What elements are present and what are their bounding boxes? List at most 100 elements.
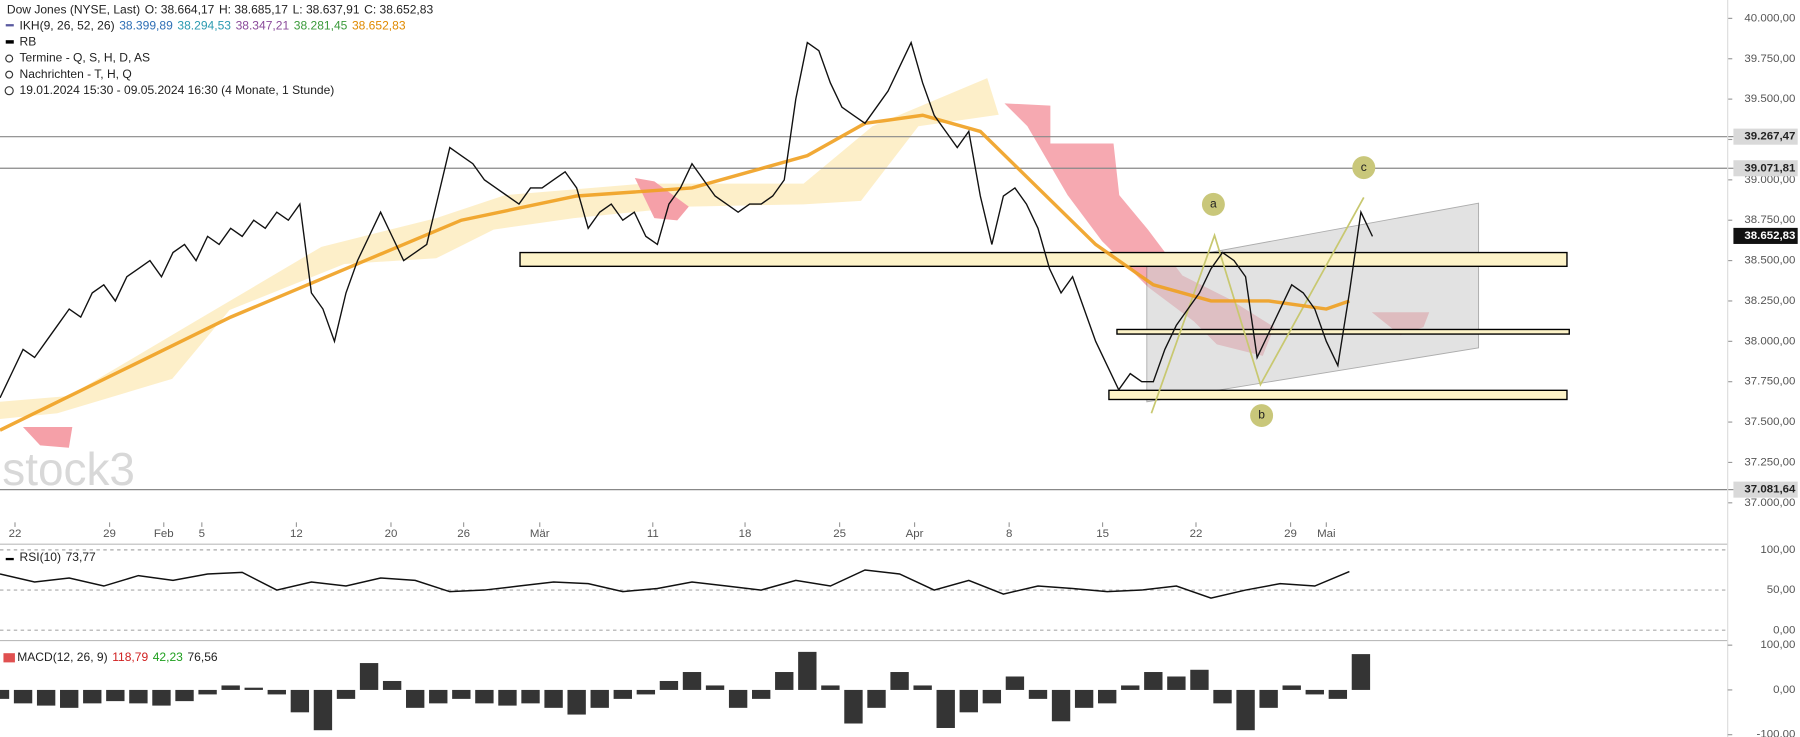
histogram-bar [475, 689, 494, 704]
x-tick-label: 29 [103, 528, 116, 540]
rsi-line [0, 569, 1350, 599]
histogram-bar [83, 689, 102, 704]
ikh-value: 38.347,21 [236, 19, 290, 33]
icon [4, 86, 14, 96]
histogram-bar [798, 651, 817, 690]
ikh-value: 38.294,53 [177, 19, 231, 33]
histogram-bar [359, 663, 379, 690]
histogram-bar [844, 689, 863, 724]
histogram-bar [982, 689, 1002, 704]
histogram-bar [452, 689, 471, 699]
histogram-bar [890, 672, 909, 690]
histogram-bar [1051, 689, 1071, 722]
y-tick-label: 50,00 [1767, 584, 1796, 596]
histogram-bar [613, 689, 632, 699]
cloud [634, 177, 689, 221]
cloud [0, 78, 999, 420]
range: 19.01.2024 15:30 - 09.05.2024 16:30 (4 M… [20, 83, 335, 97]
last-price-tag [1733, 227, 1798, 244]
y-tick-label: 100,00 [1760, 544, 1795, 556]
macd-legend: MACD(12, 26, 9) 118,79 42,23 76,56 [17, 650, 218, 664]
level-tag [1733, 128, 1798, 145]
histogram-bar [129, 689, 148, 704]
histogram-bar [1098, 689, 1117, 704]
x-tick-label: 12 [290, 528, 303, 540]
header-line: IKH(9, 26, 52, 26) 38.399,89 38.294,53 38.3… [20, 19, 406, 33]
y-tick-label: 39.750,00 [1744, 53, 1795, 65]
histogram-bar [1213, 689, 1232, 704]
annotation: a [1210, 197, 1217, 211]
y-tick-label: 0,00 [1773, 624, 1795, 636]
histogram-bar [705, 685, 725, 690]
ohlc: O: 38.664,17 [145, 3, 215, 17]
histogram-bar [429, 689, 448, 704]
y-tick-label: 38.250,00 [1744, 295, 1795, 307]
rsi-value: 73,77 [66, 550, 96, 564]
x-tick-label: 22 [9, 528, 22, 540]
histogram-bar [1167, 676, 1186, 690]
histogram-bar [13, 689, 33, 704]
macd-label: MACD(12, 26, 9) [17, 650, 107, 664]
icon [5, 557, 14, 561]
histogram-bar [567, 689, 586, 715]
y-tick-label: 100,00 [1760, 639, 1795, 651]
histogram-bar [198, 689, 217, 695]
histogram-bar [636, 689, 656, 695]
icon [5, 54, 14, 63]
x-tick-label: Mai [1317, 528, 1335, 540]
histogram-bar [959, 689, 978, 713]
rsi-legend: RSI(10) 73,77 [20, 550, 97, 564]
histogram-bar [682, 672, 702, 690]
level-label: 37.081,64 [1744, 484, 1796, 496]
histogram-bar [728, 689, 748, 708]
histogram-bar [1282, 685, 1301, 690]
histogram-bar [336, 689, 356, 699]
watermark: stock3 [2, 443, 135, 495]
y-tick-label: 39.000,00 [1744, 174, 1795, 186]
histogram-bar [1028, 689, 1048, 699]
x-tick-label: 29 [1284, 528, 1297, 540]
histogram-bar [1236, 689, 1255, 731]
x-tick-label: 5 [199, 528, 205, 540]
y-tick-label: 38.000,00 [1744, 335, 1795, 347]
histogram-bar [1190, 669, 1209, 690]
y-tick-label: 37.500,00 [1744, 416, 1795, 428]
level-label: 39.267,47 [1744, 131, 1795, 143]
header-line: Dow Jones (NYSE, Last) O: 38.664,17 H: 38.… [7, 3, 434, 17]
histogram-bar [821, 685, 840, 690]
histogram-bar [521, 689, 540, 704]
ohlc: L: 38.637,91 [293, 3, 360, 17]
ikh-value: 38.652,83 [352, 19, 406, 33]
instrument: Dow Jones (NYSE, Last) [7, 3, 140, 17]
wave [1150, 197, 1365, 414]
y-tick-label: 40.000,00 [1744, 12, 1795, 24]
x-tick-label: 15 [1096, 528, 1109, 540]
level-label: 39.071,81 [1744, 162, 1796, 174]
histogram-bar [659, 680, 679, 690]
histogram-bar [1351, 654, 1371, 690]
histogram-bar [913, 685, 932, 690]
x-tick-label: Mär [530, 528, 550, 540]
histogram-bar [244, 687, 263, 690]
histogram-bar [267, 689, 286, 695]
rsi-label: RSI(10) [20, 550, 62, 564]
histogram-bar [936, 689, 955, 728]
histogram-bar [36, 689, 56, 706]
histogram-bar [775, 672, 794, 690]
x-tick-label: 11 [647, 528, 659, 540]
x-tick-label: 26 [457, 528, 470, 540]
histogram-bar [406, 689, 425, 708]
histogram-bar [752, 689, 771, 699]
annotation: c [1361, 160, 1367, 174]
icon [5, 24, 14, 27]
histogram-bar [590, 689, 609, 708]
drawings [0, 78, 1570, 448]
termine: Termine - Q, S, H, D, AS [20, 51, 151, 65]
histogram-bar [60, 689, 79, 708]
x-tick-label: 22 [1190, 528, 1203, 540]
y-tick-label: -100,00 [1757, 729, 1796, 737]
histogram-bar [152, 689, 171, 706]
histogram-bar [498, 689, 517, 706]
ohlc: H: 38.685,17 [219, 3, 288, 17]
